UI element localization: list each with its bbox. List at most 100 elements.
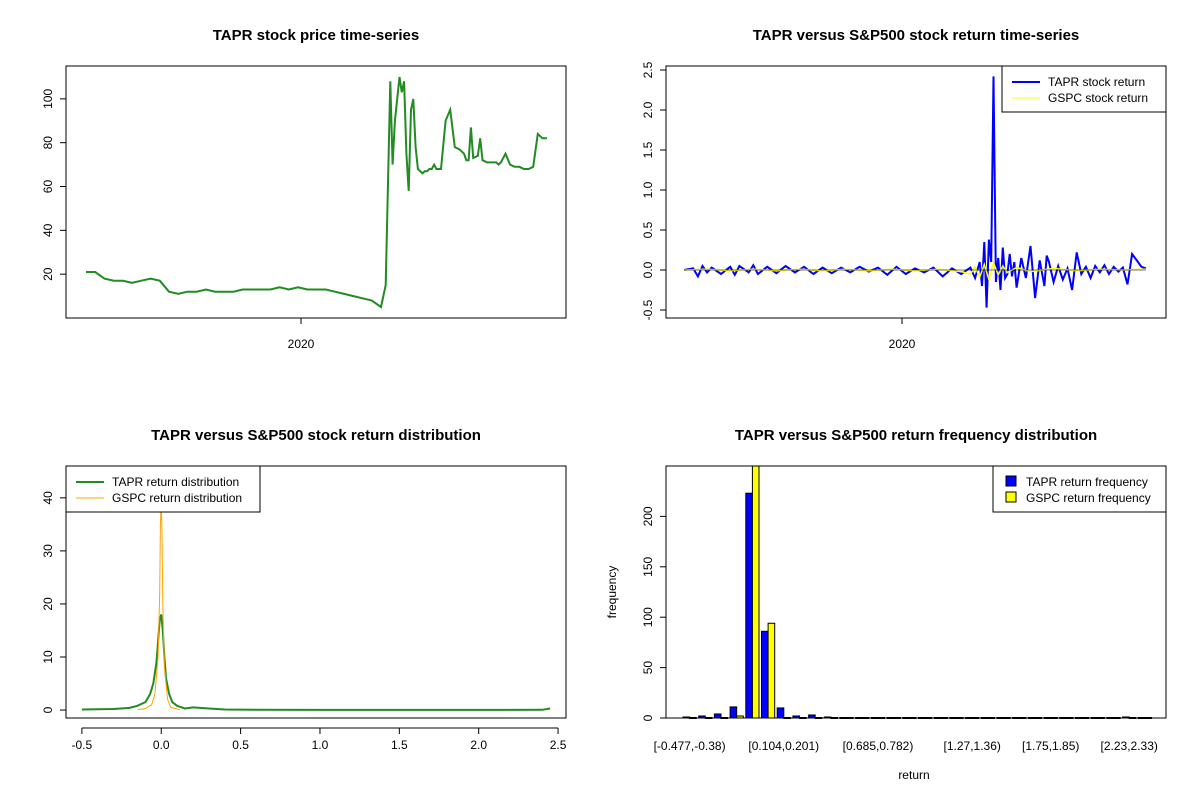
tapr-freq-bar [1090, 717, 1099, 719]
y-tick-label: 100 [41, 89, 55, 109]
tapr-freq-bar [1043, 717, 1052, 719]
gspc-freq-bar [956, 717, 964, 719]
tapr-freq-bar [949, 717, 958, 719]
frequency-panel: TAPR versus S&P500 return frequency dist… [605, 427, 1167, 782]
y-tick-label: 0 [41, 706, 55, 713]
y-tick-label: 20 [41, 267, 55, 281]
price-panel: TAPR stock price time-series 20 40 60 80 100… [41, 27, 567, 351]
legend: TAPR return distribution GSPC return dis… [65, 465, 261, 513]
gspc-freq-bar [704, 717, 713, 719]
tapr-freq-bar [745, 492, 753, 719]
tapr-freq-bar [870, 717, 879, 719]
gspc-freq-bar [924, 717, 933, 719]
tapr-density-line [81, 614, 551, 711]
x-tick-label: 2.5 [550, 738, 567, 752]
tapr-freq-bar [996, 717, 1005, 719]
gspc-freq-bar [893, 717, 901, 719]
tapr-freq-bar [1059, 717, 1067, 719]
tapr-freq-bar [761, 630, 769, 719]
gspc-freq-bar [987, 717, 996, 719]
tapr-freq-bar [1122, 716, 1130, 719]
tapr-freq-bar [1137, 717, 1146, 719]
gspc-freq-bar [1113, 717, 1121, 719]
legend-gspc-label: GSPC stock return [1048, 91, 1148, 105]
gspc-freq-bar [940, 717, 948, 719]
y-tick-label: 2.0 [641, 101, 655, 118]
y-tick-label: 150 [641, 556, 655, 576]
tapr-freq-bar [698, 715, 706, 719]
y-tick-label: 100 [641, 607, 655, 627]
tapr-freq-bar [729, 706, 738, 719]
y-tick-label: 30 [41, 544, 55, 558]
legend-gspc-label: GSPC return distribution [112, 491, 242, 505]
x-axis-label: return [898, 768, 929, 782]
tapr-freq-bar [1075, 717, 1083, 719]
chart-title: TAPR versus S&P500 stock return time-ser… [753, 27, 1080, 44]
gspc-freq-bar [1128, 717, 1137, 719]
gspc-freq-bar [1050, 717, 1058, 719]
tapr-freq-bar [776, 707, 785, 719]
x-tick-label: [-0.477,-0.38) [654, 739, 726, 753]
x-tick-label: [1.27,1.36) [944, 739, 1001, 753]
gspc-freq-bar [877, 717, 886, 719]
chart-title: TAPR versus S&P500 stock return distribu… [151, 427, 481, 444]
x-tick-label: 0.5 [232, 738, 249, 752]
tapr-freq-bar [1012, 717, 1020, 719]
gspc-freq-bar [751, 465, 760, 719]
tapr-price-line [86, 76, 547, 309]
gspc-freq-bar [1144, 717, 1153, 719]
tapr-freq-bar [886, 717, 895, 719]
gspc-freq-bar [814, 717, 823, 719]
x-tick-label: [1.75,1.85) [1022, 739, 1079, 753]
x-tick-label: [2.23,2.33) [1101, 739, 1158, 753]
tapr-freq-bar [823, 716, 832, 719]
x-tick-label: 2020 [889, 337, 916, 351]
gspc-freq-bar [783, 717, 791, 719]
tapr-freq-bar [713, 713, 722, 719]
legend-box [992, 465, 1167, 513]
x-tick-label: [0.685,0.782) [843, 739, 914, 753]
tapr-freq-bar [1027, 717, 1036, 719]
tapr-freq-bar [682, 716, 691, 719]
gspc-freq-bar [830, 717, 839, 719]
tapr-freq-bar [1106, 717, 1115, 719]
y-tick-label: 80 [41, 136, 55, 150]
legend: TAPR stock return GSPC stock return [1001, 65, 1167, 113]
y-tick-label: 50 [641, 661, 655, 675]
y-tick-label: 1.5 [641, 141, 655, 158]
legend-tapr-label: TAPR stock return [1048, 75, 1145, 89]
legend: TAPR return frequency GSPC return freque… [992, 465, 1167, 513]
x-tick-label: 1.0 [312, 738, 329, 752]
legend-gspc-label: GSPC return frequency [1026, 491, 1151, 505]
chart-title: TAPR versus S&P500 return frequency dist… [735, 427, 1097, 444]
legend-box [1001, 65, 1167, 113]
x-tick-label: [0.104,0.201) [748, 739, 819, 753]
x-tick-label: -0.5 [72, 738, 93, 752]
gspc-freq-bar [971, 717, 980, 719]
gspc-freq-bar [1018, 717, 1027, 719]
tapr-freq-bar [839, 717, 848, 719]
gspc-freq-bar [720, 717, 729, 719]
tapr-freq-bar [902, 717, 910, 719]
x-tick-label: 2.0 [470, 738, 487, 752]
tapr-freq-bar [855, 717, 863, 719]
y-tick-label: 1.0 [641, 181, 655, 198]
gspc-freq-bar [799, 717, 807, 719]
y-tick-label: 10 [41, 650, 55, 664]
y-tick-label: 40 [41, 491, 55, 505]
chart-title: TAPR stock price time-series [213, 27, 419, 44]
return-timeseries-panel: TAPR versus S&P500 stock return time-ser… [641, 27, 1167, 351]
legend-tapr-label: TAPR return distribution [112, 475, 239, 489]
tapr-freq-bar [933, 717, 942, 719]
y-axis-label: frequency [605, 566, 619, 619]
legend-tapr-label: TAPR return frequency [1026, 475, 1148, 489]
gspc-freq-bar [1081, 717, 1090, 719]
gspc-freq-bar [736, 715, 744, 719]
legend-box [65, 465, 261, 513]
gspc-freq-bar [1065, 717, 1074, 719]
tapr-freq-bar [980, 717, 989, 719]
gspc-freq-bar [908, 717, 917, 719]
gspc-freq-bar [767, 622, 776, 719]
tapr-freq-bar [792, 715, 801, 719]
